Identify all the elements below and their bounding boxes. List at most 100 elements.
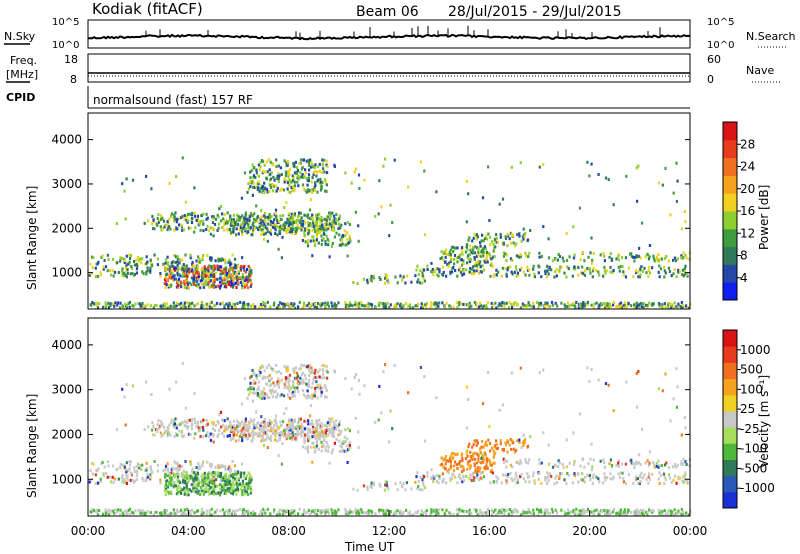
power-cell xyxy=(291,224,294,228)
power-cell xyxy=(281,214,285,218)
velocity-cell xyxy=(676,385,679,389)
power-cell xyxy=(522,237,525,241)
velocity-cell xyxy=(269,438,273,442)
power-cell xyxy=(565,232,568,236)
velocity-cell xyxy=(641,427,644,431)
power-cell xyxy=(269,160,272,164)
velocity-cell xyxy=(243,431,246,435)
power-cell xyxy=(166,255,169,259)
velocity-cell xyxy=(92,462,95,466)
velocity-cell xyxy=(103,465,106,469)
velocity-cell xyxy=(325,365,328,369)
power-cell xyxy=(420,302,423,306)
power-cell xyxy=(176,301,179,305)
velocity-cell xyxy=(121,511,124,515)
power-cell xyxy=(466,261,469,265)
velocity-cell xyxy=(153,460,156,463)
velocity-cell xyxy=(599,459,602,463)
velocity-cell xyxy=(314,386,317,390)
power-cell xyxy=(680,227,683,231)
power-cell xyxy=(300,228,303,232)
power-cell xyxy=(333,235,336,239)
power-cell xyxy=(360,301,363,305)
power-cell xyxy=(269,220,273,223)
power-cell xyxy=(226,211,229,215)
velocity-cell xyxy=(372,481,375,485)
power-cell xyxy=(176,260,179,264)
power-cell xyxy=(356,282,359,286)
power-cell xyxy=(658,264,661,268)
power-cell xyxy=(461,263,464,267)
power-cell xyxy=(138,257,141,261)
power-cell xyxy=(145,255,148,259)
velocity-cell xyxy=(619,508,623,512)
power-cell xyxy=(634,256,637,259)
velocity-cell xyxy=(166,484,169,488)
power-cell xyxy=(253,212,256,216)
velocity-cell xyxy=(241,493,244,497)
power-cell xyxy=(243,306,246,310)
velocity-cell xyxy=(663,475,666,479)
power-cell xyxy=(189,302,192,306)
velocity-cell xyxy=(193,471,196,475)
velocity-cell xyxy=(309,404,312,408)
velocity-cell xyxy=(502,447,505,451)
velocity-cell xyxy=(443,456,446,460)
velocity-cell xyxy=(590,368,593,372)
velocity-cell xyxy=(586,507,589,511)
power-cell xyxy=(133,263,137,267)
power-cell xyxy=(254,218,257,222)
velocity-cell xyxy=(318,418,321,422)
velocity-cell xyxy=(296,425,299,428)
power-cell xyxy=(316,228,319,231)
velocity-cell xyxy=(298,417,301,421)
velocity-cell xyxy=(307,364,310,368)
velocity-cell xyxy=(166,467,170,471)
velocity-cell xyxy=(222,464,225,468)
velocity-cell xyxy=(572,431,575,435)
power-cell xyxy=(489,243,492,247)
power-cell xyxy=(554,270,557,274)
velocity-cell xyxy=(286,393,289,397)
power-cell xyxy=(498,302,501,306)
power-cell xyxy=(675,161,678,165)
velocity-cell xyxy=(441,472,444,476)
velocity-cell xyxy=(159,420,163,424)
power-cell xyxy=(345,243,348,247)
power-cell xyxy=(228,267,231,271)
power-cell xyxy=(471,239,474,243)
velocity-cell xyxy=(309,364,312,367)
velocity-cell xyxy=(267,424,270,428)
velocity-cell xyxy=(305,365,308,369)
velocity-cell xyxy=(308,513,312,517)
velocity-cell xyxy=(458,507,461,511)
power-cell xyxy=(287,218,290,222)
velocity-cell xyxy=(229,422,232,426)
power-cell xyxy=(449,255,453,259)
velocity-cell xyxy=(604,382,608,386)
power-cell xyxy=(296,226,299,230)
velocity-cell xyxy=(263,396,266,400)
velocity-cell xyxy=(149,511,152,515)
velocity-cell xyxy=(201,513,204,517)
power-cell xyxy=(307,176,310,180)
power-cell xyxy=(337,227,340,231)
power-cell xyxy=(128,305,131,309)
velocity-cell xyxy=(262,390,265,394)
velocity-cell xyxy=(244,419,247,423)
velocity-cell xyxy=(595,475,598,479)
power-cell xyxy=(490,301,493,305)
power-cell xyxy=(314,184,317,187)
power-cell xyxy=(198,258,201,262)
power-cell xyxy=(609,270,612,274)
power-cell xyxy=(676,304,679,308)
velocity-cell xyxy=(302,381,305,385)
velocity-cell xyxy=(200,511,203,514)
power-cell xyxy=(226,271,229,275)
power-cell xyxy=(140,261,143,265)
power-cell xyxy=(119,306,122,310)
power-cell xyxy=(624,256,627,260)
power-cell xyxy=(260,191,263,194)
power-cell xyxy=(389,303,392,307)
power-cell xyxy=(192,277,195,281)
